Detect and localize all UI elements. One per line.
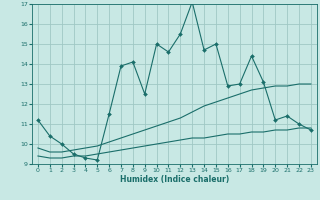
- X-axis label: Humidex (Indice chaleur): Humidex (Indice chaleur): [120, 175, 229, 184]
